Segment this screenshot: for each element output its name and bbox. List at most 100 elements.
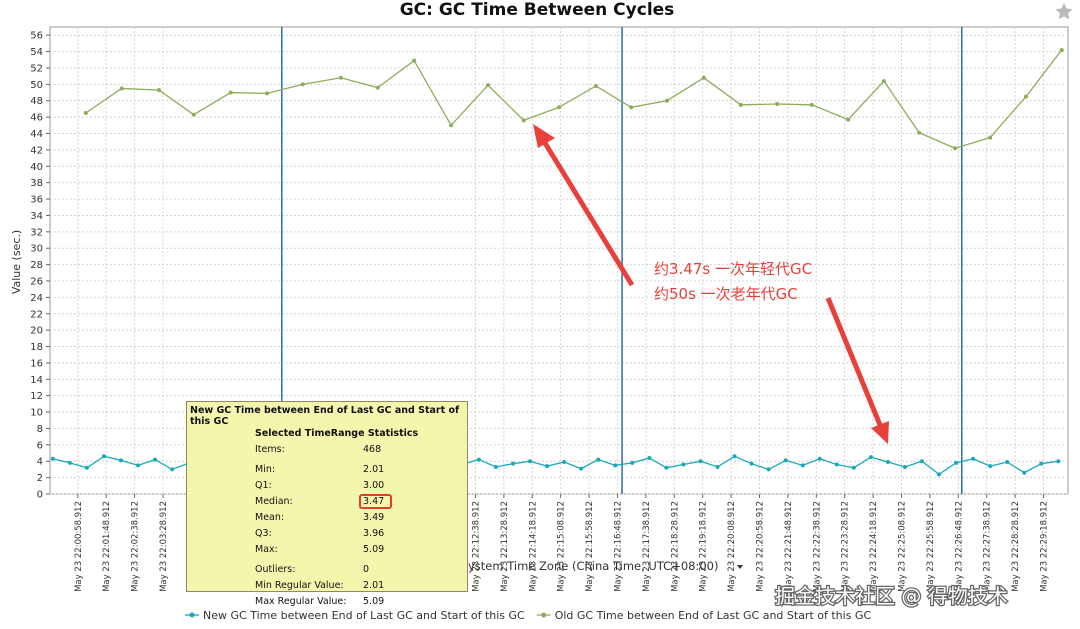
data-point [157,88,162,93]
data-point [629,105,634,110]
arrowhead [533,124,555,148]
y-tick-label: 24 [30,293,43,304]
stat-label: Max: [255,544,278,555]
stat-value: 3.96 [363,528,385,539]
chart-title: GC: GC Time Between Cycles [400,0,675,20]
data-point [191,112,196,117]
y-tick-label: 44 [30,129,43,140]
stat-value: 2.01 [363,464,385,475]
y-tick-label: 2 [37,473,43,484]
legend-marker [189,612,195,618]
data-point [579,466,584,471]
data-point [528,459,533,464]
y-tick-label: 36 [30,195,43,206]
arrowhead [871,421,889,444]
arrow [542,141,635,287]
data-point [170,467,175,472]
data-point [593,83,598,88]
data-point [902,464,907,469]
x-tick-label: May 23 22:28:28.912 [1011,501,1021,592]
y-tick-label: 6 [37,440,43,451]
x-tick-label: May 23 22:02:38.912 [131,501,141,592]
y-tick-label: 46 [30,113,43,124]
data-point [846,117,851,122]
tooltip: New GC Time between End of Last GC and S… [186,401,468,607]
tooltip-subtitle: Selected TimeRange Statistics [255,428,419,439]
data-point [1005,460,1010,465]
x-tick-label: May 23 22:29:18.912 [1040,501,1050,592]
x-tick-label: May 23 22:17:38.912 [642,501,652,592]
y-tick-label: 8 [37,424,43,435]
x-tick-label: May 23 22:03:28.912 [159,501,169,592]
data-point [265,91,270,96]
y-tick-label: 22 [30,309,43,320]
data-point [136,463,141,468]
data-point [557,105,561,110]
stat-label: Q1: [255,480,272,491]
data-point [749,461,754,466]
data-point [766,467,771,472]
data-point [1023,94,1028,99]
y-tick-label: 26 [30,276,43,287]
y-tick-label: 30 [30,244,43,255]
data-point [809,102,814,107]
annotation: 约50s 一次老年代GC [654,285,798,303]
stat-label: Outliers: [255,564,296,575]
star-icon[interactable] [1055,3,1073,20]
y-tick-label: 18 [30,342,43,353]
stat-label: Mean: [255,512,285,523]
y-tick-label: 14 [30,375,43,386]
stat-label: Median: [255,496,293,507]
x-tick-label: May 23 22:13:28.912 [500,501,510,592]
data-point [1056,459,1061,464]
arrow [825,297,883,426]
y-tick-label: 0 [37,490,43,501]
x-tick-label: May 23 22:20:58.912 [755,501,765,592]
data-point [952,146,957,151]
x-tick-label: May 23 22:21:48.912 [784,501,794,592]
x-tick-label: May 23 22:20:08.912 [727,501,737,592]
data-point [988,464,993,469]
x-tick-label: May 23 22:22:38.912 [812,501,822,592]
stat-value: 3.49 [363,512,385,523]
x-tick-label: May 23 22:27:38.912 [983,501,993,592]
y-tick-label: 34 [30,211,43,222]
legend-marker [541,612,547,618]
y-tick-label: 50 [30,80,43,91]
data-point [476,457,481,462]
y-tick-label: 52 [30,63,43,74]
y-tick-label: 56 [30,31,43,42]
data-point [613,463,618,468]
data-point [119,458,124,463]
y-tick-label: 54 [30,47,43,58]
dropdown-icon[interactable] [737,565,743,569]
data-point [664,465,669,470]
data-point [851,465,856,470]
data-point [988,135,993,140]
data-point [596,457,601,462]
x-tick-label: May 23 22:00:58.912 [74,501,84,592]
arrows [533,124,889,444]
data-point [545,464,550,469]
y-tick-label: 42 [30,145,43,156]
data-point [817,456,822,461]
x-axis-label: ystem Time Zone (China Time, UTC+08:00) [468,559,718,573]
data-point [84,465,89,470]
y-tick-label: 16 [30,358,43,369]
legend-label: New GC Time between End of Last GC and S… [203,609,525,622]
data-point [50,456,55,461]
watermark: 掘金技术社区 @ 得物技术 [775,584,1008,608]
data-point [375,85,380,90]
x-tick-label: May 23 22:01:48.912 [102,501,112,592]
x-tick-label: May 23 22:19:18.912 [699,501,709,592]
data-point [67,460,72,465]
data-point [83,111,88,116]
stat-value: 3.00 [363,480,385,491]
data-point [119,86,124,91]
data-point [664,98,669,103]
data-point [412,58,417,63]
stat-value: 3.47 [359,494,393,509]
data-point [300,82,305,87]
data-point [732,454,737,459]
